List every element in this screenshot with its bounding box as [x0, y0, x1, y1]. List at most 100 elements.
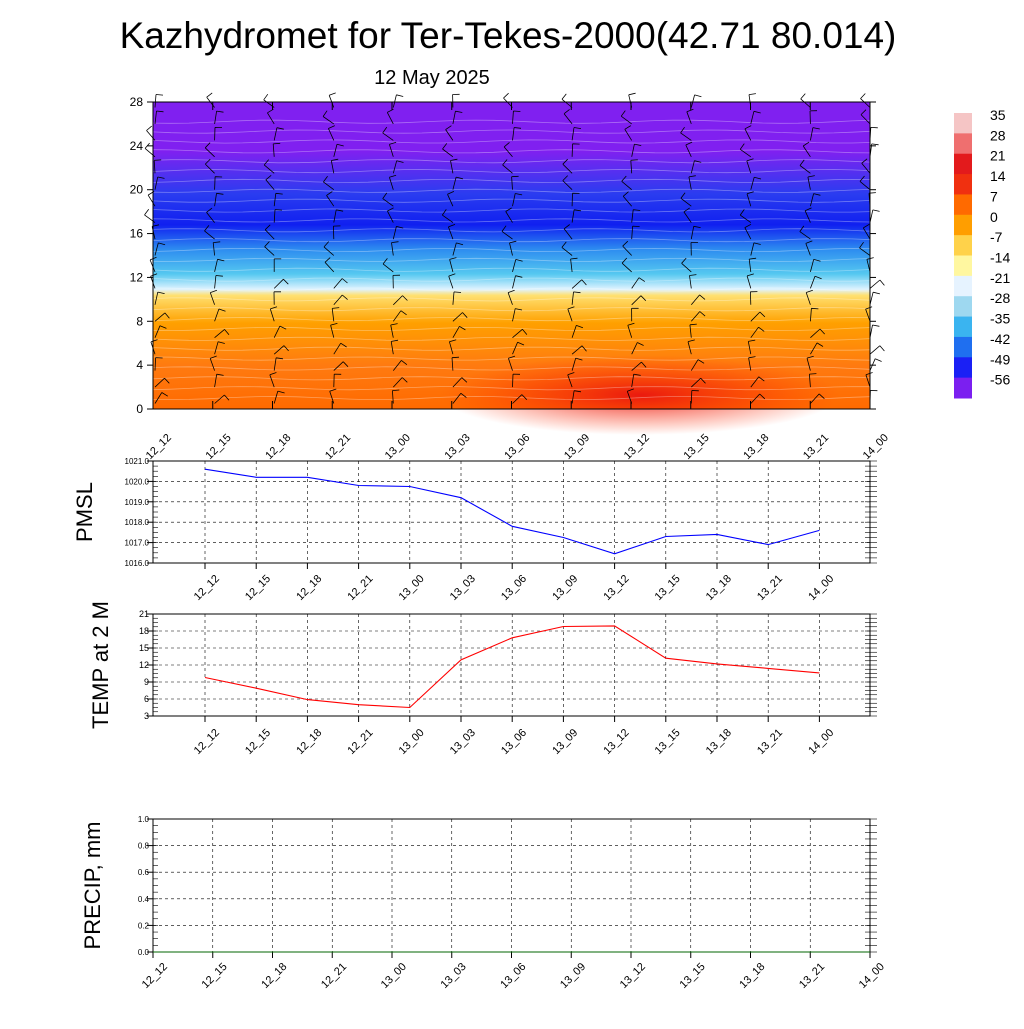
x-tick-label: 12_18	[294, 573, 324, 603]
wind-barb	[392, 389, 400, 404]
y-tick-label: 16	[130, 227, 144, 241]
wind-barb	[393, 295, 408, 306]
wind-barb	[680, 126, 692, 141]
colorbar: 35 28 21 14 7 0 -7 -14 -21 -28 -35 -42 -49 -56	[954, 107, 1010, 399]
y-tick-label: 1021.0	[125, 457, 150, 466]
wind-barb	[631, 277, 646, 289]
contour-line	[152, 198, 871, 203]
wind-barb	[445, 125, 454, 141]
x-tick-label: 13_15	[653, 573, 683, 603]
wind-barb	[273, 357, 284, 371]
wind-barb	[680, 192, 692, 207]
wind-barb	[810, 193, 821, 207]
wind-barb	[571, 209, 582, 223]
contour-line	[152, 307, 871, 312]
contour-line	[152, 178, 871, 183]
x-tick-label: 13_09	[558, 961, 588, 991]
wind-barb	[869, 345, 885, 355]
x-tick-label: 13_06	[499, 727, 529, 757]
wind-barb	[212, 241, 221, 256]
x-tick-label: 13_12	[601, 573, 631, 603]
contour-line	[152, 149, 871, 154]
wind-barb	[750, 311, 766, 322]
wind-barb	[804, 207, 812, 223]
wind-barb	[809, 373, 817, 388]
wind-barb	[326, 191, 335, 207]
wind-barb	[265, 174, 275, 190]
wind-barb	[746, 273, 754, 289]
x-tick-label: 12_12	[140, 961, 170, 991]
colorbar-swatch	[954, 235, 972, 256]
wind-barb	[571, 143, 580, 157]
x-tick-label: 13_09	[550, 727, 580, 757]
wind-barb	[750, 176, 762, 190]
x-tick-label: 12_18	[263, 432, 293, 462]
wind-barb	[441, 209, 454, 223]
wind-barb	[273, 278, 289, 289]
wind-barb	[685, 141, 693, 157]
colorbar-label: -35	[990, 311, 1010, 327]
wind-barb	[390, 339, 399, 355]
x-tick-label: 13_09	[550, 573, 580, 603]
wind-barb	[512, 341, 525, 355]
series-line	[204, 625, 820, 709]
wind-barb	[748, 356, 756, 371]
wind-barb	[512, 308, 523, 322]
wind-barb	[333, 278, 348, 289]
wind-barb	[571, 357, 583, 371]
colorbar-swatch	[954, 214, 972, 236]
wind-barb	[805, 240, 813, 256]
wind-barb	[204, 225, 215, 240]
wind-barb	[810, 259, 821, 273]
wind-barb	[690, 311, 706, 322]
y-axis-label: TEMP at 2 M	[88, 601, 113, 729]
wind-barb	[333, 294, 348, 306]
wind-barb	[333, 143, 344, 157]
wind-barb	[387, 207, 394, 223]
wind-barb	[154, 325, 167, 338]
wind-barb	[511, 175, 519, 190]
colorbar-label: -56	[990, 372, 1010, 388]
wind-barb	[393, 377, 408, 388]
wind-barb	[333, 361, 349, 371]
wind-barb	[205, 158, 215, 174]
wind-barb	[154, 357, 163, 371]
wind-barb	[512, 394, 528, 404]
wind-barb	[452, 312, 468, 322]
wind-barb	[269, 372, 277, 388]
colorbar-swatch	[954, 113, 972, 134]
y-tick-label: 1018.0	[125, 518, 150, 527]
wind-barb	[683, 207, 692, 223]
wind-barb	[571, 127, 582, 141]
wind-barb	[810, 393, 825, 404]
wind-barb	[382, 258, 394, 273]
wind-barb	[452, 392, 467, 404]
colorbar-label: -42	[990, 331, 1010, 347]
wind-barb	[512, 259, 523, 273]
wind-barb	[501, 225, 513, 240]
wind-barb	[512, 275, 523, 289]
wind-barb	[323, 176, 335, 191]
y-tick-label: 21	[139, 609, 149, 619]
colorbar-swatch	[954, 255, 972, 277]
colorbar-swatch	[954, 357, 972, 379]
wind-barb	[512, 373, 521, 388]
x-tick-label: 13_18	[741, 432, 771, 462]
wind-barb	[273, 345, 289, 355]
x-tick-label: 12_18	[294, 727, 324, 757]
wind-barb	[154, 242, 166, 256]
wind-barb	[750, 393, 766, 404]
y-tick-label: 0.0	[138, 948, 150, 957]
x-tick-label: 12_15	[204, 432, 234, 462]
wind-barbs	[144, 92, 885, 404]
y-tick-label: 18	[139, 626, 149, 636]
wind-barb	[750, 291, 758, 305]
wind-barb	[452, 110, 463, 124]
plot-frame	[152, 460, 871, 564]
wind-barb	[571, 279, 587, 289]
temp-panel: 3 6 9 12 15 18 21 12_12 12_15 12_18 12_21 13_00 13_0…	[88, 601, 877, 757]
wind-barb	[621, 175, 632, 191]
wind-barb	[571, 345, 587, 355]
